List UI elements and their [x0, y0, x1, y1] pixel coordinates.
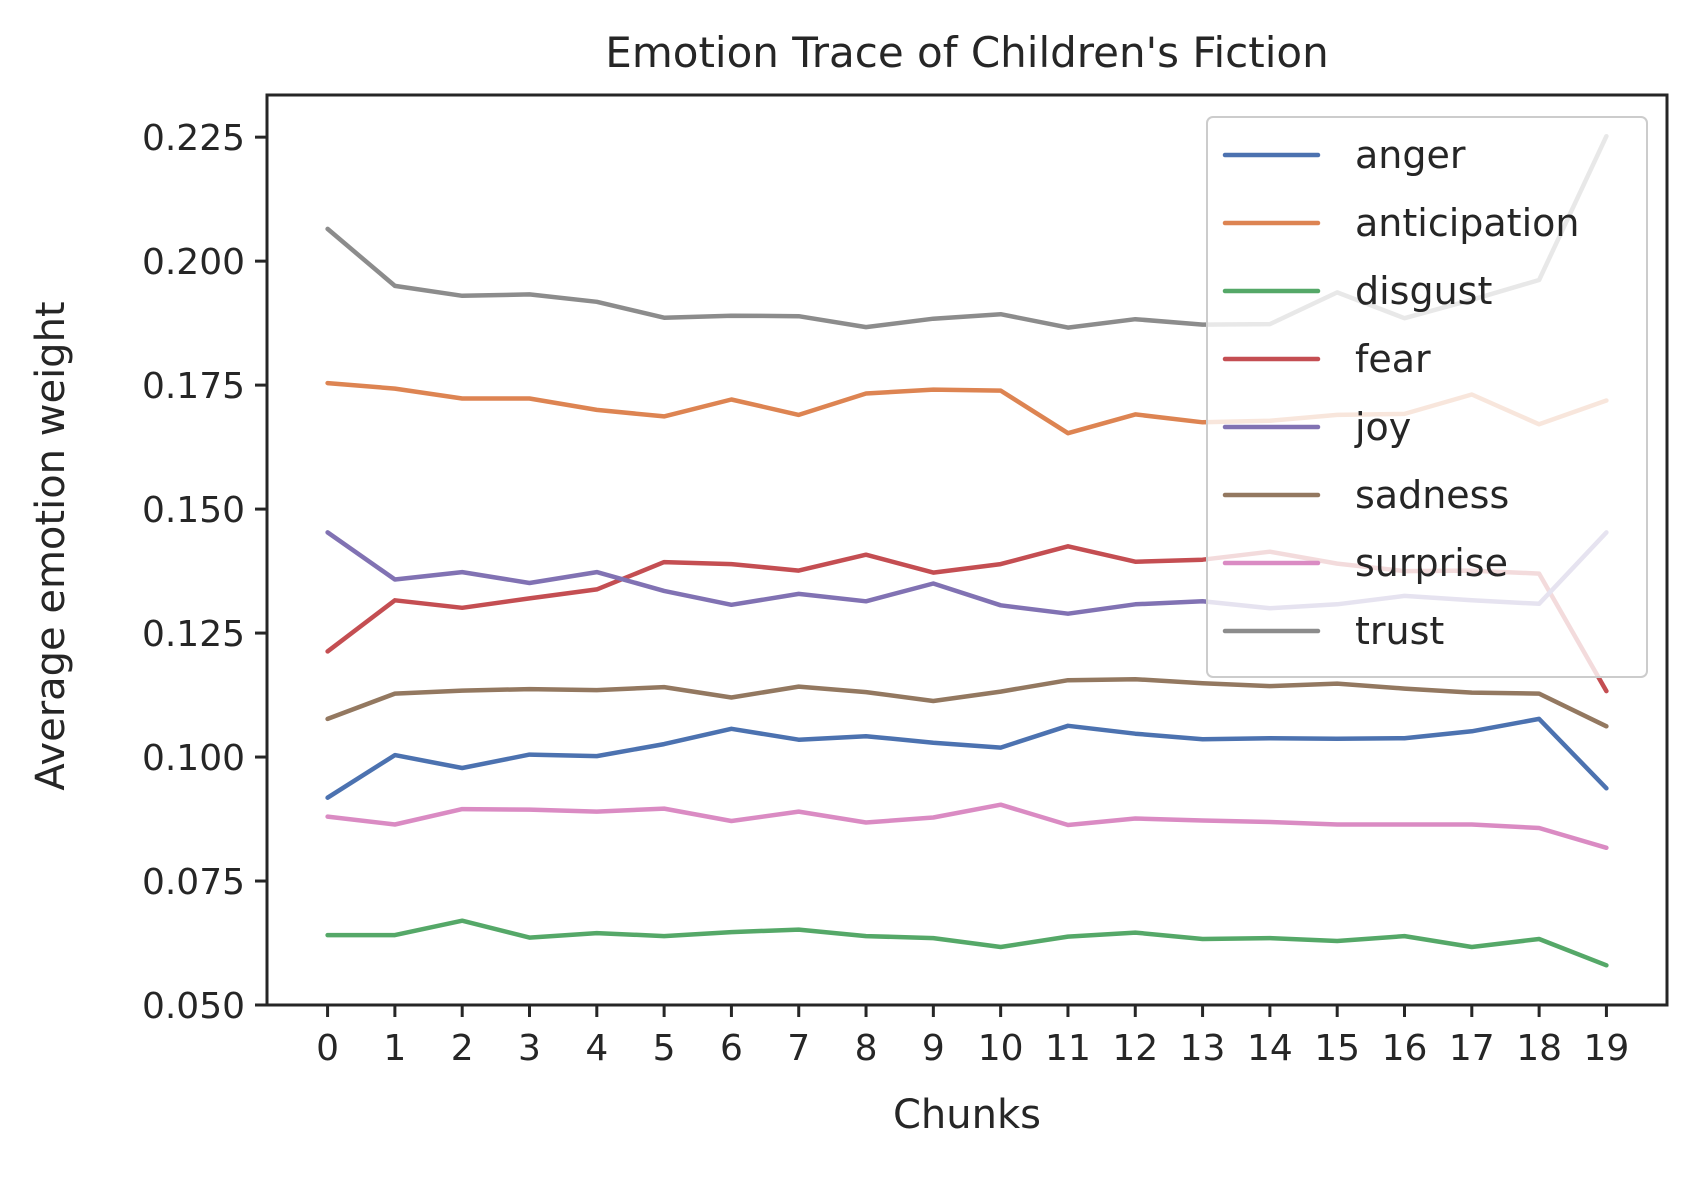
legend-label-trust: trust	[1355, 609, 1444, 653]
x-tick-label: 3	[518, 1028, 541, 1069]
legend-label-anticipation: anticipation	[1355, 201, 1579, 245]
x-tick-label: 8	[855, 1028, 878, 1069]
x-tick-label: 10	[978, 1028, 1024, 1069]
plot-frame	[265, 93, 1669, 1007]
x-axis-label: Chunks	[893, 1092, 1041, 1138]
x-tick-label: 15	[1314, 1028, 1360, 1069]
y-tick-label: 0.100	[142, 738, 245, 779]
x-tick-label: 16	[1382, 1028, 1428, 1069]
x-tick-label: 19	[1584, 1028, 1630, 1069]
series-line-sadness	[325, 676, 1609, 729]
legend-label-anger: anger	[1355, 133, 1466, 177]
x-tick-label: 13	[1180, 1028, 1226, 1069]
legend-label-disgust: disgust	[1355, 269, 1492, 313]
legend-label-surprise: surprise	[1355, 541, 1508, 585]
chart-title: Emotion Trace of Children's Fiction	[605, 28, 1328, 77]
y-tick-label: 0.125	[142, 614, 245, 655]
x-tick-label: 2	[451, 1028, 474, 1069]
legend-label-sadness: sadness	[1355, 473, 1509, 517]
x-tick-label: 7	[787, 1028, 810, 1069]
y-tick-label: 0.150	[142, 490, 245, 531]
legend-label-joy: joy	[1354, 405, 1411, 449]
x-tick-label: 14	[1247, 1028, 1293, 1069]
x-tick-label: 9	[922, 1028, 945, 1069]
y-tick-label: 0.225	[142, 118, 245, 159]
series-line-disgust	[325, 918, 1609, 968]
axis-ticks: 0 1 2 3 4 5 6 7 8 9 10 11 12 13 14 15 16 17 18 190.0500.075…	[142, 118, 1629, 1069]
legend-box	[1206, 116, 1648, 678]
y-tick-label: 0.050	[142, 986, 245, 1027]
x-tick-label: 5	[653, 1028, 676, 1069]
x-tick-label: 6	[720, 1028, 743, 1069]
x-tick-label: 12	[1112, 1028, 1158, 1069]
x-tick-label: 0	[316, 1028, 339, 1069]
series-line-anger	[325, 716, 1609, 800]
series-line-surprise	[325, 802, 1609, 851]
y-tick-label: 0.075	[142, 862, 245, 903]
legend-label-fear: fear	[1355, 337, 1431, 381]
y-tick-label: 0.200	[142, 242, 245, 283]
y-axis-label: Average emotion weight	[28, 301, 74, 790]
series-layer	[325, 133, 1609, 968]
x-tick-label: 1	[383, 1028, 406, 1069]
legend: anger anticipation disgust fear joy sadness su…	[1206, 116, 1648, 678]
x-tick-label: 17	[1449, 1028, 1495, 1069]
x-tick-label: 11	[1045, 1028, 1091, 1069]
x-tick-label: 4	[585, 1028, 608, 1069]
x-tick-label: 18	[1516, 1028, 1562, 1069]
y-axis-label-group: Average emotion weight	[28, 301, 74, 790]
y-tick-label: 0.175	[142, 366, 245, 407]
